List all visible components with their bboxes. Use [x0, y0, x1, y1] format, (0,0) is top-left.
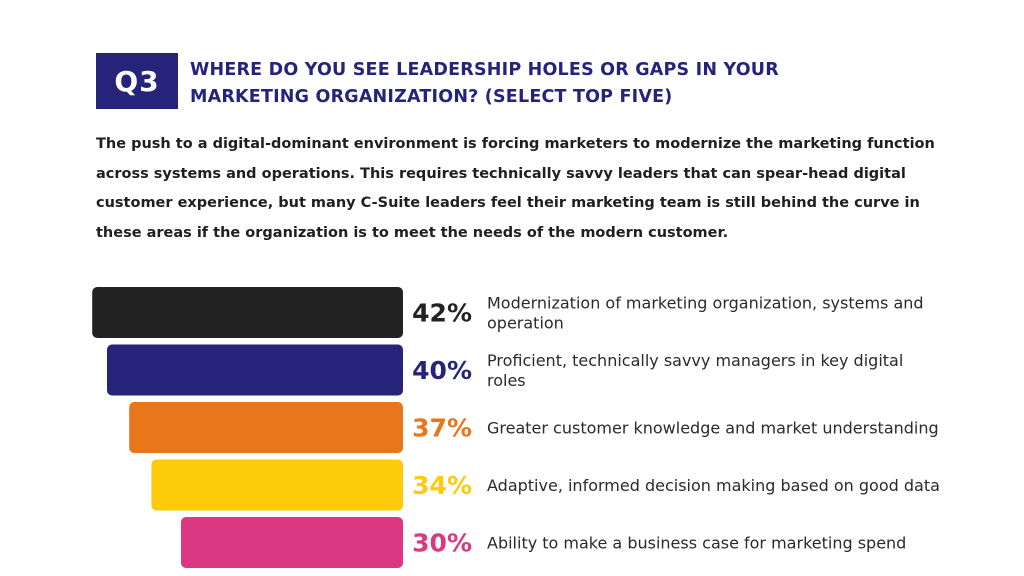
category-label-2: Proficient, technically savvy managers i… — [487, 351, 903, 390]
funnel-bar-3 — [129, 402, 403, 453]
value-label-5: 30% — [412, 529, 472, 558]
category-label-5: Ability to make a business case for mark… — [487, 534, 906, 553]
value-label-4: 34% — [412, 471, 472, 500]
category-label-1: Modernization of marketing organization,… — [487, 294, 924, 333]
question-badge: Q3 — [96, 53, 178, 109]
funnel-bar-2 — [107, 344, 403, 396]
intro-paragraph: The push to a digital-dominant environme… — [96, 136, 935, 241]
funnel-bar-4 — [151, 459, 403, 511]
category-label-4: Adaptive, informed decision making based… — [487, 476, 940, 495]
funnel-bar-1 — [92, 287, 403, 338]
value-label-1: 42% — [412, 299, 472, 328]
value-label-3: 37% — [412, 414, 472, 443]
category-label-3: Greater customer knowledge and market un… — [487, 419, 939, 438]
funnel-bar-5 — [181, 517, 403, 568]
value-label-2: 40% — [412, 356, 472, 385]
question-title: WHERE DO YOU SEE LEADERSHIP HOLES OR GAP… — [190, 60, 779, 107]
